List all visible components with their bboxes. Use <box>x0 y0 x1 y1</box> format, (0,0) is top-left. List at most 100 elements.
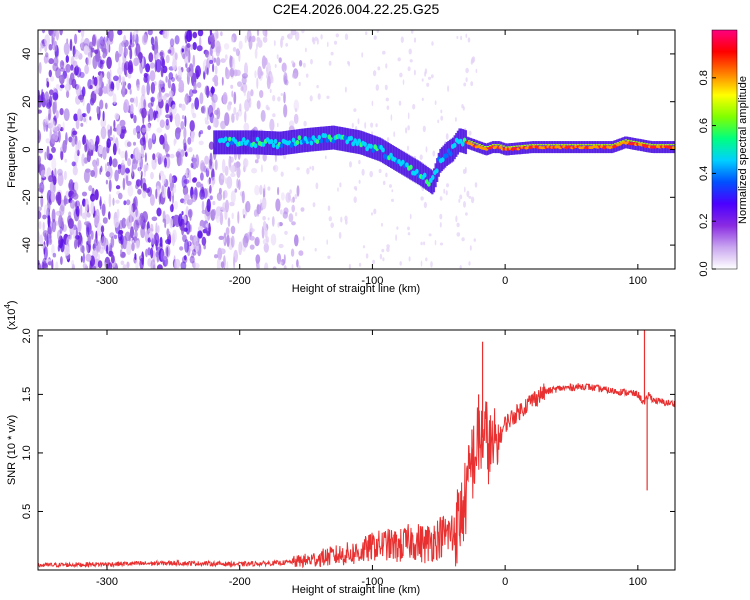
heatmap-cell <box>171 104 177 115</box>
heatmap-cell <box>141 34 148 46</box>
heatmap-cell <box>173 114 176 120</box>
heatmap-cell <box>267 217 270 221</box>
heatmap-cell <box>135 125 141 134</box>
heatmap-cell <box>256 42 258 50</box>
heatmap-cell <box>460 35 463 41</box>
heatmap-cell <box>158 87 161 98</box>
ridge-fringe <box>502 145 505 147</box>
heatmap-cell <box>147 228 154 233</box>
ridge-core <box>381 147 385 153</box>
heatmap-cell <box>90 90 97 104</box>
ridge-core <box>307 137 312 143</box>
heatmap-cell <box>225 227 230 236</box>
heatmap-cell <box>120 260 125 266</box>
heatmap-cell <box>123 47 129 57</box>
heatmap-cell <box>40 195 44 208</box>
heatmap-cell <box>72 165 78 176</box>
ridge-core <box>319 138 324 144</box>
ridge-core <box>271 143 276 148</box>
ridge-core <box>228 136 232 142</box>
heatmap-cell <box>276 54 279 60</box>
heatmap-cell <box>314 247 317 252</box>
heatmap-cell <box>279 261 283 265</box>
heatmap-cell <box>38 109 42 114</box>
heatmap-cell <box>108 193 112 208</box>
heatmap-cell <box>413 69 416 76</box>
heatmap-cell <box>189 210 192 221</box>
heatmap-cell <box>59 226 63 234</box>
heatmap-cell <box>112 93 117 105</box>
heatmap-cell <box>423 241 426 246</box>
heatmap-cell <box>184 115 187 128</box>
heatmap-cell <box>72 45 76 58</box>
heatmap-cell <box>439 196 443 201</box>
heatmap-cell <box>295 119 298 124</box>
heatmap-cell <box>249 228 255 233</box>
heatmap-cell <box>277 222 280 228</box>
heatmap-cell <box>244 35 247 43</box>
ridge-fringe <box>590 144 593 146</box>
heatmap-cell <box>225 69 231 80</box>
ridge-core <box>460 141 465 147</box>
snr-multiplier-exp: 4 <box>3 304 12 309</box>
heatmap-cell <box>445 190 448 196</box>
heatmap-cell <box>295 107 297 113</box>
heatmap-cell <box>138 102 142 116</box>
heatmap-cell <box>237 179 241 191</box>
heatmap-cell <box>38 187 43 193</box>
heatmap-cell <box>222 92 228 105</box>
ridge-core <box>226 142 230 148</box>
heatmap-cell <box>115 185 121 190</box>
heatmap-cell <box>204 85 209 96</box>
heatmap-cell <box>283 254 286 264</box>
ridge-fringe <box>608 144 611 146</box>
heatmap-cell <box>150 96 156 103</box>
heatmap-cell <box>178 79 185 93</box>
heatmap-cell <box>121 159 125 166</box>
heatmap-cell <box>407 226 410 231</box>
heatmap-cell <box>141 56 144 68</box>
ridge-core <box>357 138 362 144</box>
heatmap-cell <box>167 49 172 54</box>
heatmap-cell <box>38 262 42 269</box>
heatmap-cell <box>333 40 338 45</box>
heatmap-cell <box>216 107 221 120</box>
heatmap-cell <box>256 204 262 215</box>
heatmap-cell <box>320 34 323 40</box>
heatmap-cell <box>195 154 200 169</box>
heatmap-cell <box>402 79 405 85</box>
heatmap-cell <box>123 200 127 206</box>
heatmap-cell <box>105 179 108 185</box>
heatmap-cell <box>456 222 460 228</box>
ridge-core <box>371 147 375 153</box>
heatmap-cell <box>90 170 95 177</box>
heatmap-cell <box>119 119 126 127</box>
spectrogram-x-label: Height of straight line (km) <box>292 283 420 295</box>
heatmap-cell <box>165 103 170 114</box>
heatmap-cell <box>364 122 367 129</box>
heatmap-cell <box>90 230 94 240</box>
heatmap-cell <box>456 232 461 237</box>
heatmap-cell <box>97 260 103 269</box>
heatmap-cell <box>348 263 351 269</box>
ridge-core <box>224 136 228 142</box>
heatmap-cell <box>147 138 153 150</box>
heatmap-cell <box>290 30 297 36</box>
ridge-band-outer <box>316 127 319 151</box>
heatmap-cell <box>455 215 458 223</box>
heatmap-cell <box>63 195 67 206</box>
heatmap-cell <box>244 99 250 112</box>
heatmap-cell <box>227 104 232 110</box>
snr-plot-frame <box>37 329 676 571</box>
heatmap-cell <box>165 141 169 155</box>
heatmap-cell <box>259 184 263 195</box>
heatmap-cell <box>271 216 275 227</box>
heatmap-cell <box>283 76 287 84</box>
heatmap-cell <box>463 82 467 87</box>
heatmap-cell <box>157 153 163 165</box>
heatmap-cell <box>185 168 188 179</box>
heatmap-cell <box>38 210 42 220</box>
heatmap-cell <box>470 81 474 87</box>
heatmap-cell <box>81 212 87 219</box>
heatmap-cell <box>166 246 169 257</box>
